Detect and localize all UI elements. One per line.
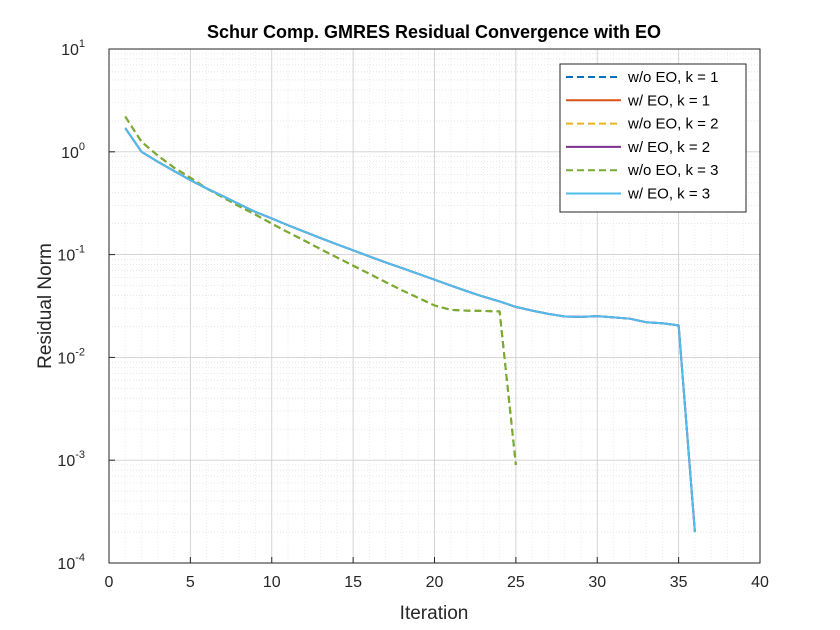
tick-layer: 0 5 10 15 20 25 30 35 40 10-4 10-3 10-2 10-1 100 101 — [57, 38, 769, 591]
chart-title: Schur Comp. GMRES Residual Convergence w… — [207, 22, 661, 42]
legend-box — [559, 63, 747, 213]
legend: w/o EO, k = 1 w/ EO, k = 1 w/o EO, k = 2 w/… — [559, 63, 747, 213]
y-tick-label: 101 — [61, 38, 85, 59]
x-axis-label: Iteration — [400, 603, 469, 624]
legend-label-2: w/ EO, k = 1 — [627, 92, 710, 109]
x-tick-label: 20 — [426, 574, 444, 591]
x-tick-label: 40 — [751, 574, 769, 591]
x-tick-label: 0 — [105, 574, 114, 591]
y-tick-label: 10-2 — [57, 346, 85, 367]
x-tick-label: 35 — [670, 574, 688, 591]
y-tick-label: 10-3 — [57, 449, 85, 470]
y-tick-label: 10-4 — [57, 552, 85, 573]
x-tick-label: 30 — [588, 574, 606, 591]
series-line-5 — [124, 116, 517, 466]
series-layer — [124, 116, 696, 533]
legend-label-5: w/o EO, k = 3 — [627, 162, 718, 179]
x-tick-label: 5 — [186, 574, 195, 591]
y-axis-label: Residual Norm — [35, 243, 56, 369]
y-tick-label: 100 — [61, 141, 85, 162]
legend-label-1: w/o EO, k = 1 — [627, 69, 718, 86]
series-line-6 — [124, 127, 696, 533]
y-tick-label: 10-1 — [57, 244, 85, 265]
x-tick-label: 25 — [507, 574, 525, 591]
legend-label-6: w/ EO, k = 3 — [627, 186, 710, 203]
x-tick-label: 15 — [344, 574, 362, 591]
x-tick-label: 10 — [263, 574, 281, 591]
legend-label-3: w/o EO, k = 2 — [627, 116, 718, 133]
legend-label-4: w/ EO, k = 2 — [627, 139, 710, 156]
